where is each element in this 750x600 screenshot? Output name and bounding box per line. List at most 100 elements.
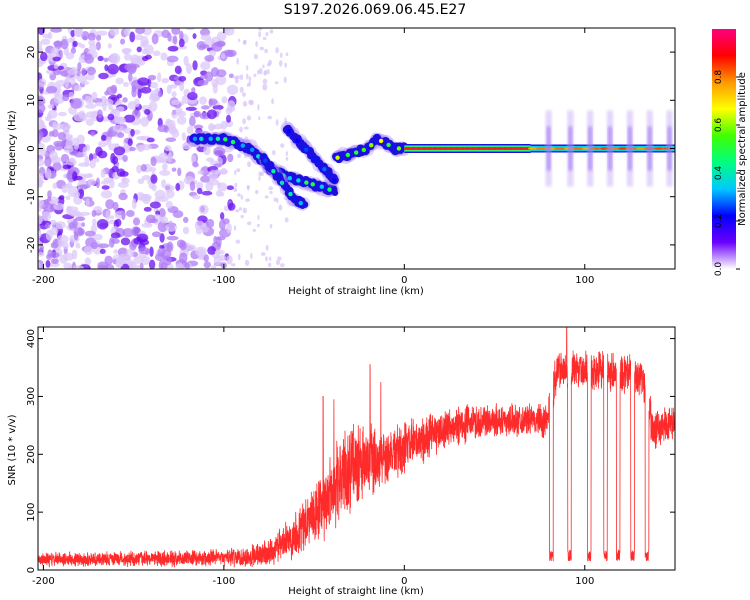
noise-blob — [120, 237, 131, 246]
pulsed-dot — [591, 147, 601, 150]
noise-blob — [219, 168, 228, 175]
noise-blob — [72, 40, 78, 48]
noise-blob — [73, 28, 82, 38]
snr-x-axis-label: Height of straight line (km) — [288, 586, 424, 597]
noise-blob — [217, 182, 228, 192]
noise-blob — [174, 65, 182, 75]
snr-x-tick-label: -200 — [32, 576, 55, 587]
noise-blob — [104, 64, 109, 72]
noise-speck — [243, 126, 249, 130]
noise-blob — [81, 31, 90, 41]
noise-blob — [117, 132, 125, 138]
noise-blob — [60, 38, 69, 50]
trace-peak — [296, 178, 301, 183]
noise-blob — [66, 206, 79, 212]
noise-speck — [233, 225, 237, 231]
noise-blob — [216, 31, 227, 42]
noise-blob — [226, 49, 237, 57]
noise-blob — [140, 86, 152, 94]
noise-blob — [226, 84, 239, 95]
spectrogram-y-tick-label: 10 — [26, 94, 37, 107]
noise-blob — [70, 29, 76, 38]
trace-core — [331, 189, 339, 197]
trace-peak — [215, 136, 221, 142]
carrier-dot — [447, 147, 456, 150]
carrier-dot — [479, 147, 488, 150]
noise-blob — [135, 28, 146, 35]
noise-blob — [113, 249, 118, 254]
noise-blob — [85, 198, 90, 207]
noise-blob — [45, 85, 58, 94]
noise-speck — [234, 78, 239, 84]
noise-blob — [99, 248, 106, 254]
noise-blob — [38, 96, 46, 106]
noise-blob — [73, 84, 82, 92]
noise-blob — [163, 125, 169, 133]
noise-blob — [165, 137, 177, 142]
trace-peak — [327, 187, 332, 192]
noise-speck — [258, 30, 262, 38]
noise-speck — [280, 143, 285, 148]
noise-blob — [38, 224, 41, 232]
noise-blob — [139, 262, 144, 269]
spectrogram-x-tick-label: 0 — [401, 275, 407, 286]
noise-blob — [178, 38, 185, 48]
noise-blob — [87, 178, 96, 186]
noise-speck — [265, 244, 269, 251]
noise-blob — [51, 258, 59, 265]
noise-blob — [110, 152, 116, 164]
noise-blob — [181, 132, 186, 141]
trace-peak — [396, 146, 402, 151]
trace-peak — [378, 138, 384, 144]
noise-blob — [41, 211, 52, 221]
noise-blob — [116, 106, 125, 113]
noise-blob — [125, 248, 135, 258]
noise-speck — [239, 86, 244, 93]
trace-peak — [286, 128, 292, 134]
noise-speck — [238, 38, 241, 43]
noise-blob — [74, 216, 86, 222]
noise-blob — [157, 90, 163, 98]
noise-speck — [275, 47, 279, 54]
snr-y-axis-label: SNR (10 * v/v) — [7, 414, 18, 485]
noise-blob — [70, 47, 77, 54]
spectrogram-x-ticks: -200 -100 0 100 — [32, 28, 594, 286]
noise-blob — [208, 49, 216, 57]
trace-peak — [298, 200, 303, 206]
noise-blob — [53, 40, 63, 47]
noise-blob — [157, 72, 162, 83]
noise-speck — [259, 46, 265, 51]
noise-blob — [113, 146, 126, 156]
noise-blob — [193, 110, 201, 117]
noise-blob — [212, 104, 224, 111]
noise-blob — [115, 257, 124, 268]
noise-speck — [267, 115, 273, 120]
noise-blob — [50, 28, 63, 33]
noise-speck — [267, 262, 272, 268]
noise-speck — [253, 53, 258, 60]
noise-speck — [278, 60, 283, 67]
noise-blob — [122, 228, 134, 238]
spectrogram-feature-trace-merge — [330, 132, 410, 165]
noise-blob — [223, 205, 230, 212]
trace-peak — [240, 143, 246, 148]
noise-blob — [49, 156, 62, 164]
noise-blob — [49, 219, 57, 226]
noise-speck — [237, 192, 241, 197]
noise-blob — [148, 259, 156, 269]
noise-blob — [195, 127, 203, 135]
noise-blob — [66, 68, 79, 76]
noise-blob — [100, 190, 113, 199]
noise-blob — [107, 43, 112, 49]
noise-blob — [225, 114, 232, 123]
pulse-core — [608, 126, 613, 171]
noise-blob — [49, 251, 60, 259]
noise-blob — [89, 159, 96, 169]
noise-blob — [100, 168, 106, 178]
noise-blob — [115, 218, 122, 227]
noise-blob — [117, 247, 128, 257]
noise-blob — [76, 74, 88, 83]
noise-blob — [122, 154, 128, 163]
noise-blob — [95, 177, 100, 189]
